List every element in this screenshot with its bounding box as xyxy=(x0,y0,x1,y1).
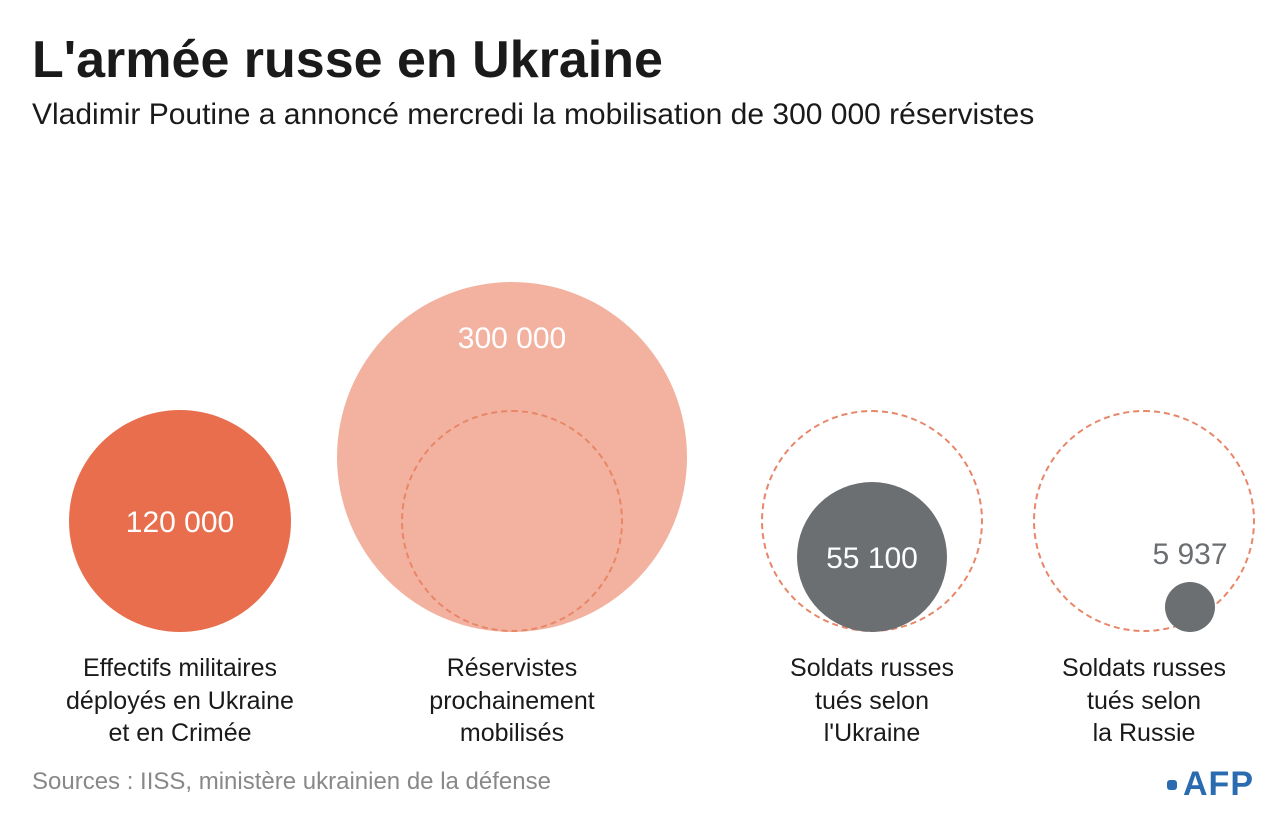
sources-text: Sources : IISS, ministère ukrainien de l… xyxy=(32,768,551,796)
bubble-group-reservists: 300 000Réservistesprochainementmobilisés xyxy=(372,172,652,732)
chart-area: 120 000Effectifs militairesdéployés en U… xyxy=(32,172,1248,732)
value-label-deployed: 120 000 xyxy=(40,506,320,540)
value-label-reservists: 300 000 xyxy=(372,322,652,356)
caption-killed-russia: Soldats russestués selonla Russie xyxy=(1014,652,1274,750)
value-label-killed-russia: 5 937 xyxy=(1060,538,1280,572)
bubble-group-deployed: 120 000Effectifs militairesdéployés en U… xyxy=(40,172,320,732)
bubble-group-killed-russia: 5 937Soldats russestués selonla Russie xyxy=(1014,172,1274,732)
inner-circle-killed-russia xyxy=(1165,582,1215,632)
caption-killed-ukraine: Soldats russestués selonl'Ukraine xyxy=(742,652,1002,750)
outer-circle-killed-russia xyxy=(1033,410,1255,632)
afp-square-icon xyxy=(1167,780,1177,790)
value-label-killed-ukraine: 55 100 xyxy=(742,542,1002,576)
title: L'armée russe en Ukraine xyxy=(32,30,1248,90)
afp-text: AFP xyxy=(1183,765,1254,804)
infographic-root: L'armée russe en Ukraine Vladimir Poutin… xyxy=(0,0,1280,818)
bubble-group-killed-ukraine: 55 100Soldats russestués selonl'Ukraine xyxy=(742,172,1002,732)
subtitle: Vladimir Poutine a annoncé mercredi la m… xyxy=(32,98,1248,132)
caption-deployed: Effectifs militairesdéployés en Ukrainee… xyxy=(40,652,320,750)
afp-logo: AFP xyxy=(1167,765,1254,804)
caption-reservists: Réservistesprochainementmobilisés xyxy=(372,652,652,750)
inner-circle-reservists xyxy=(401,410,623,632)
